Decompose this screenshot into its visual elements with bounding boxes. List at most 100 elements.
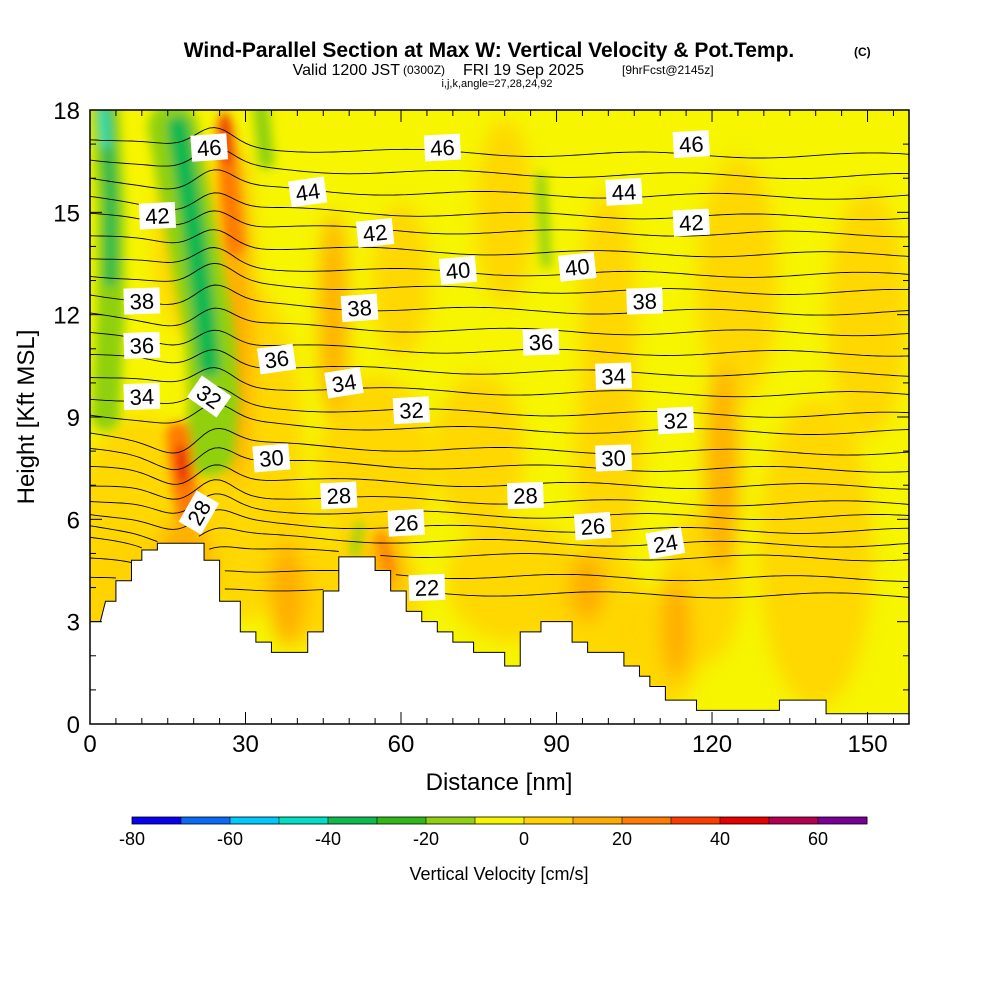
contour-label-box xyxy=(123,331,161,359)
contour-label-box xyxy=(392,396,431,425)
contour-label: 28 xyxy=(506,481,544,510)
x-tick-label: 60 xyxy=(388,731,415,758)
velocity-cell xyxy=(827,191,908,438)
contour-label-box xyxy=(256,343,297,375)
contour-label-text: 46 xyxy=(430,135,456,161)
contour-label: 36 xyxy=(123,331,161,359)
colorbar-tick-label: 0 xyxy=(519,829,529,849)
x-axis-title: Distance [nm] xyxy=(426,769,573,796)
theta-contour-36 xyxy=(90,329,909,357)
contour-label-box xyxy=(324,367,364,399)
plot-area: 46 46 46 44 44 42 42 42 40 40 38 38 38 36 36 36 34 34 34 32… xyxy=(90,110,909,724)
contour-label-text: 32 xyxy=(399,398,425,424)
colorbar-tick-label: 60 xyxy=(808,829,828,849)
contour-label-box xyxy=(355,217,395,248)
contour-label: 34 xyxy=(595,362,632,390)
contour-label-box xyxy=(138,201,177,230)
contour-label-text: 26 xyxy=(393,510,419,536)
velocity-cell xyxy=(661,577,690,680)
y-tick-label: 3 xyxy=(67,610,80,637)
theta-contour-41 xyxy=(90,229,909,258)
contour-label: 28 xyxy=(320,481,358,510)
theta-contour-33 xyxy=(90,385,909,418)
velocity-cell xyxy=(698,157,778,404)
contour-label-box xyxy=(626,287,664,315)
contour-label-text: 42 xyxy=(362,220,389,247)
downdraft-band xyxy=(350,522,364,558)
contour-label-box xyxy=(320,481,358,510)
contour-label-text: 34 xyxy=(129,384,154,410)
contour-label: 22 xyxy=(408,573,446,602)
theta-contour-28 xyxy=(90,479,909,507)
contour-label-box xyxy=(387,508,425,537)
colorbar-swatch xyxy=(818,817,868,824)
theta-contour-39 xyxy=(90,262,909,296)
colorbar-swatch xyxy=(132,817,182,824)
colorbar-tick-label: 20 xyxy=(612,829,632,849)
colorbar-frame xyxy=(131,816,868,825)
contour-label-text: 44 xyxy=(294,178,322,206)
contour-label: 44 xyxy=(605,177,643,206)
updraft-band xyxy=(376,532,395,575)
terrain-mask xyxy=(90,542,909,724)
contour-label-text: 24 xyxy=(651,529,679,558)
colorbar-tick-label: -20 xyxy=(413,829,439,849)
colorbar-swatch xyxy=(230,817,280,824)
chart-subtitle-fcst: [9hrFcst@2145z] xyxy=(622,63,714,77)
contour-label: 30 xyxy=(595,444,632,472)
contour-label-text: 38 xyxy=(632,289,657,315)
theta-contour-29 xyxy=(90,464,909,490)
theta-contour-35 xyxy=(90,349,909,377)
contour-label-text: 34 xyxy=(330,369,358,398)
contour-label-text: 44 xyxy=(611,179,637,205)
colorbar: -80 -60 -40 -20 0 20 40 60 xyxy=(119,816,868,849)
colorbar-tick-label: -60 xyxy=(217,829,243,849)
colorbar-swatch xyxy=(720,817,770,824)
downdraft-band xyxy=(253,110,275,170)
x-tick-label: 90 xyxy=(543,731,570,758)
contour-label-text: 28 xyxy=(513,483,538,509)
y-tick-label: 9 xyxy=(67,405,80,432)
theta-contour-22 xyxy=(90,576,909,599)
contour-label-text: 36 xyxy=(263,345,291,373)
colorbar-tick-label: 40 xyxy=(710,829,730,849)
chart-subtitle-date: FRI 19 Sep 2025 xyxy=(463,62,584,79)
theta-contour-24 xyxy=(90,536,909,562)
theta-contour-37 xyxy=(90,307,909,337)
contour-label-box xyxy=(657,406,695,435)
contour-label-text: 46 xyxy=(678,131,704,157)
y-tick-label: 6 xyxy=(67,507,80,534)
x-tick-label: 0 xyxy=(83,731,96,758)
contour-label-box xyxy=(123,382,161,411)
contour-label: 38 xyxy=(626,287,664,315)
downdraft-band xyxy=(535,173,552,269)
colorbar-swatch xyxy=(671,817,721,824)
contour-label-box xyxy=(573,511,612,541)
contour-label-text: 36 xyxy=(129,333,154,359)
colorbar-swatch xyxy=(573,817,623,824)
contour-label: 26 xyxy=(573,511,612,541)
x-tick-label: 150 xyxy=(848,731,888,758)
chart-subtitle-utc: (0300Z) xyxy=(403,63,445,77)
contour-label: 38 xyxy=(340,293,379,323)
contour-label: 32 xyxy=(657,406,695,435)
velocity-cell xyxy=(319,212,348,417)
contour-label-box xyxy=(288,176,328,208)
contour-label-box xyxy=(645,527,686,560)
colorbar-swatch xyxy=(328,817,378,824)
y-axis-title: Height [Kft MSL] xyxy=(13,330,40,505)
chart-title: Wind-Parallel Section at Max W: Vertical… xyxy=(184,39,795,62)
theta-contours xyxy=(90,127,909,599)
contour-label-box xyxy=(190,133,229,162)
contour-label: 36 xyxy=(256,343,297,375)
contour-label: 38 xyxy=(123,287,161,315)
downdraft-core xyxy=(167,116,221,377)
contour-label: 32 xyxy=(392,396,431,425)
contour-label-box xyxy=(595,362,632,390)
contour-label-box xyxy=(605,177,643,206)
contour-label-text: 42 xyxy=(145,203,171,229)
contour-label-text: 30 xyxy=(601,446,626,472)
theta-contour-27 xyxy=(90,493,909,521)
